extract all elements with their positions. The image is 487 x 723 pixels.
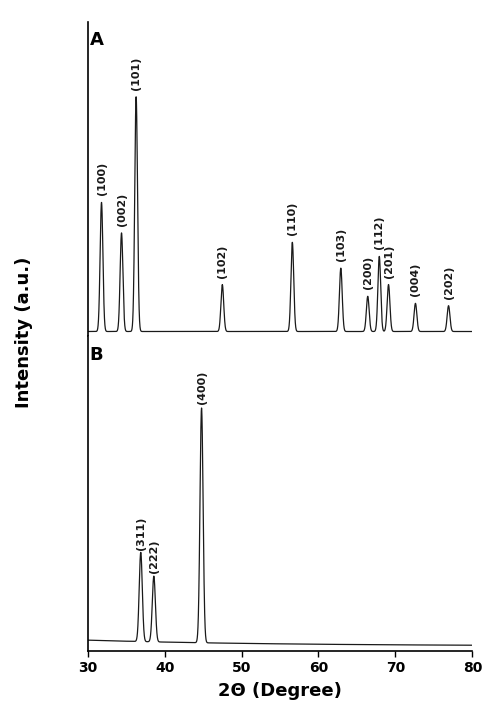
Text: (200): (200) [363, 256, 373, 289]
Text: (201): (201) [384, 244, 393, 278]
Text: (202): (202) [444, 265, 453, 299]
Text: A: A [90, 31, 103, 49]
Text: (311): (311) [136, 516, 146, 549]
Text: (100): (100) [96, 162, 107, 195]
Text: (222): (222) [149, 540, 159, 573]
Text: (102): (102) [217, 244, 227, 278]
Text: (101): (101) [131, 56, 141, 90]
Text: (110): (110) [287, 202, 298, 235]
Text: (112): (112) [375, 216, 384, 249]
Text: (002): (002) [116, 192, 127, 226]
Text: B: B [90, 346, 103, 364]
Text: (400): (400) [197, 371, 206, 404]
Text: (103): (103) [336, 228, 346, 261]
Text: (004): (004) [411, 263, 420, 296]
Text: Intensity (a.u.): Intensity (a.u.) [16, 257, 33, 408]
X-axis label: 2Θ (Degree): 2Θ (Degree) [218, 682, 342, 700]
